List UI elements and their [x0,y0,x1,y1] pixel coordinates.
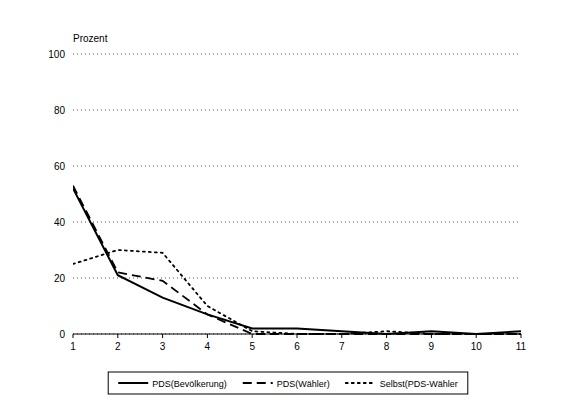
x-tick-label: 2 [115,341,121,352]
y-tick-label: 80 [54,105,66,116]
grid-line [73,166,521,167]
x-tick-label: 10 [471,341,483,352]
y-tick-label: 60 [54,161,66,172]
legend-swatch [118,382,148,384]
legend-swatch [243,382,273,384]
y-label: Prozent [73,33,108,44]
grid-line [73,110,521,111]
legend-label: PDS(Wähler) [277,379,330,389]
x-tick-label: 8 [384,341,390,352]
x-tick-label: 6 [294,341,300,352]
x-tick-label: 1 [70,341,76,352]
x-tick-label: 11 [516,341,527,352]
series-line [73,186,521,334]
y-tick-label: 0 [59,329,65,340]
x-tick [73,334,74,338]
x-tick-label: 5 [249,341,255,352]
legend: PDS(Bevölkerung) PDS(Wähler) Selbst(PDS-Wä… [108,372,468,394]
legend-label: Selbst(PDS-Wähler [380,379,458,389]
grid-line [73,278,521,279]
legend-label: PDS(Bevölkerung) [152,379,227,389]
y-tick-label: 100 [48,49,65,60]
series-line [73,250,521,334]
legend-swatch [346,382,376,384]
x-tick-label: 7 [339,341,345,352]
y-tick-label: 40 [54,217,66,228]
grid-line [73,222,521,223]
x-tick-label: 9 [429,341,435,352]
x-tick [252,334,253,338]
y-tick-label: 20 [54,273,66,284]
x-tick [162,334,163,338]
x-tick-label: 3 [160,341,166,352]
legend-box [108,372,468,394]
grid-line [73,54,521,55]
series-line [73,188,521,334]
x-tick-label: 4 [205,341,211,352]
chart: Prozent 0 20 40 60 80 100 1 2 3 4 5 6 7 8 9 10 11 PDS(Bevö… [0,0,576,408]
plot-area [73,186,521,334]
x-tick [117,334,118,338]
x-tick [207,334,208,338]
